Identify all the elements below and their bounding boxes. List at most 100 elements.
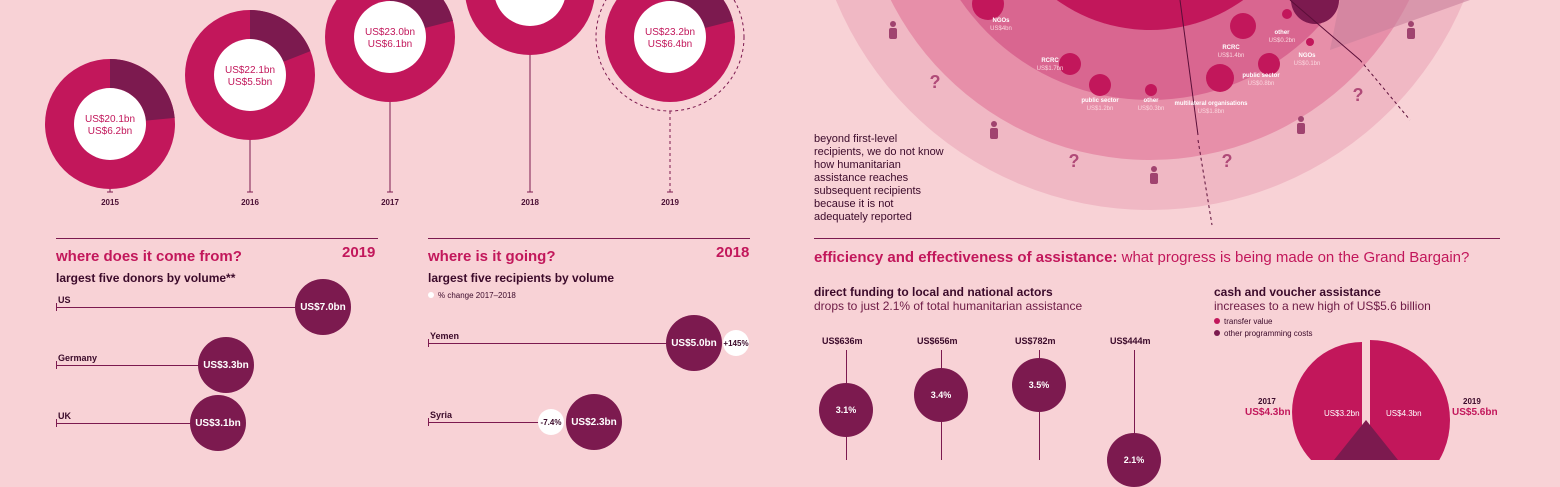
efficiency-title-bold: efficiency and effectiveness of assistan… [814, 249, 1118, 266]
recipient-name: Syria [430, 410, 453, 420]
local-subtitle: drops to just 2.1% of total humanitarian… [814, 299, 1083, 313]
flow-label: multilateral organisations US$1.8bn [1174, 101, 1248, 115]
person-icon-body [1150, 173, 1158, 184]
donor-name: UK [58, 411, 71, 421]
recipient-flow-diagram: NGOs US$4bn RCRC US$1.7bn public sector US$1.… [835, 0, 1470, 226]
cash-2019-half [1370, 340, 1450, 460]
flow-label-value: US$1.2bn [1087, 106, 1114, 112]
flow-arrow-1b [1197, 139, 1213, 226]
flow-label: other US$0.3bn [1138, 98, 1165, 112]
multilateral-bubble [1206, 64, 1234, 92]
cash-legend: transfer value other programming costs [1214, 316, 1312, 340]
donor-bar-tick [56, 303, 57, 311]
flow-arrow-1 [1179, 0, 1199, 136]
cash-pie: US$3.2bn US$4.3bn [1292, 340, 1450, 460]
recipient-name: Yemen [430, 331, 460, 341]
donor-bar [56, 365, 226, 366]
donors-subtitle: largest five donors by volume** [56, 271, 236, 285]
donor-bar-tick [56, 419, 57, 427]
cash-2019-inner: US$4.3bn [1386, 409, 1422, 418]
flow-label-value: US$0.2bn [1269, 38, 1296, 44]
recipients-legend-text: % change 2017–2018 [438, 291, 516, 300]
flow-arrow-2b [1359, 59, 1411, 121]
local-share-bubble: 2.1% [1107, 433, 1161, 487]
donors-rule [56, 238, 378, 239]
local-amount: US$656m [917, 336, 958, 346]
flow-wedge [1330, 0, 1470, 50]
recipients-subtitle: largest five recipients by volume [428, 271, 615, 285]
local-amount: US$444m [1110, 336, 1151, 346]
flow-label-name: public sector [1081, 98, 1119, 104]
ring-hole [74, 88, 146, 160]
rcrc-bubble [1059, 53, 1081, 75]
flow-label: other US$0.2bn [1269, 30, 1296, 44]
other-bubble-2 [1282, 9, 1292, 19]
legend-dot [428, 292, 434, 298]
ring-inner-label: US$6.1bn [368, 39, 412, 50]
legend-other-text: other programming costs [1224, 329, 1313, 338]
cash-subtitle: increases to a new high of US$5.6 billio… [1214, 299, 1431, 313]
local-stem [1134, 350, 1135, 460]
donor-bar [56, 307, 323, 308]
ring-inner-label: US$6.2bn [88, 126, 132, 137]
flow-label-name: RCRC [1041, 58, 1059, 64]
flow-label-name: multilateral organisations [1174, 101, 1248, 107]
ring-inner-label: US$6.4bn [648, 39, 692, 50]
ring-hole [495, 0, 565, 26]
cash-title: cash and voucher assistance [1214, 285, 1381, 299]
recipient-change-badge: -7.4% [538, 409, 564, 435]
person-icon [1408, 21, 1414, 27]
ring-total [465, 0, 595, 55]
donor-value-bubble: US$3.3bn [198, 337, 254, 393]
ring-year: 2019 [661, 198, 679, 207]
donor-bar [56, 423, 218, 424]
person-icon-body [1407, 28, 1415, 39]
flow-label-value: US$4bn [990, 26, 1012, 32]
unknown-icon: ? [1069, 151, 1080, 171]
unknown-icon: ? [930, 72, 941, 92]
cash-2017-inner: US$3.2bn [1324, 409, 1360, 418]
legend-other: other programming costs [1214, 328, 1312, 340]
local-title: direct funding to local and national act… [814, 285, 1053, 299]
flow-label-name: NGOs [992, 18, 1010, 24]
unknown-icon: ? [1222, 151, 1233, 171]
local-share-bubble: 3.4% [914, 368, 968, 422]
flow-label-name: RCRC [1222, 45, 1240, 51]
flow-label: public sector US$0.8bn [1242, 73, 1280, 87]
recipient-bar [428, 343, 694, 344]
ring-hole [214, 39, 286, 111]
flow-label-value: US$1.4bn [1218, 53, 1245, 59]
donor-value-bubble: US$7.0bn [295, 279, 351, 335]
local-share-bubble: 3.1% [819, 383, 873, 437]
donor-bar-tick [56, 361, 57, 369]
donors-title: where does it come from? [56, 248, 242, 265]
efficiency-rule [814, 238, 1500, 239]
ring-total-label: US$20.1bn [85, 114, 135, 125]
legend-transfer: transfer value [1214, 316, 1312, 328]
flow-label-name: NGOs [1298, 53, 1316, 59]
ngos-bubble-2 [1306, 38, 1314, 46]
flow-label-value: US$0.1bn [1294, 61, 1321, 67]
ring-inner-label: US$5.5bn [228, 77, 272, 88]
recipients-rule [428, 238, 750, 239]
cash-2017-val: US$4.3bn [1245, 407, 1291, 418]
ring-segment [109, 59, 175, 122]
recipients-legend: % change 2017–2018 [428, 291, 516, 300]
flow-label-name: other [1275, 30, 1291, 36]
flow-label: RCRC US$1.7bn [1037, 58, 1064, 72]
local-amount: US$782m [1015, 336, 1056, 346]
flow-label: NGOs US$4bn [990, 18, 1012, 32]
cash-other-wedge [1334, 420, 1398, 460]
ring-2018: 2018 [465, 0, 595, 207]
flow-label-name: other [1144, 98, 1160, 104]
flow-label: NGOs US$0.1bn [1294, 53, 1321, 67]
flow-note: beyond first-level recipients, we do not… [814, 133, 944, 223]
flow-label-value: US$0.3bn [1138, 106, 1165, 112]
flow-label-value: US$1.7bn [1037, 66, 1064, 72]
rcrc-bubble-2 [1230, 13, 1256, 39]
legend-transfer-text: transfer value [1224, 317, 1273, 326]
